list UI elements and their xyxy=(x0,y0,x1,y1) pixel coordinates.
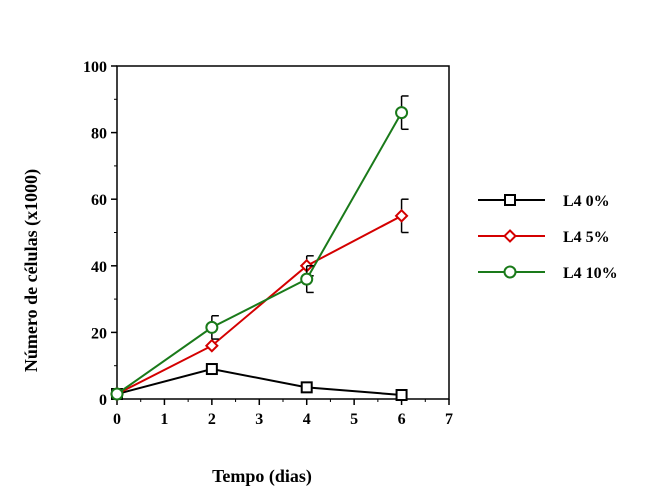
data-point xyxy=(205,363,218,376)
x-axis-title: Tempo (dias) xyxy=(212,466,312,487)
series-layer xyxy=(110,95,409,402)
data-point xyxy=(300,381,313,394)
legend: L4 0% L4 5% L4 10% xyxy=(478,193,618,282)
plot-area: 0 1 2 3 4 5 6 7 0 20 40 60 80 100 xyxy=(83,59,453,428)
legend-marker xyxy=(503,265,517,279)
y-tick-label: 0 xyxy=(99,392,107,409)
x-tick-label: 7 xyxy=(445,411,453,428)
series-0 xyxy=(111,363,408,402)
x-tick-label: 4 xyxy=(303,411,311,428)
data-point xyxy=(394,208,409,223)
legend-marker xyxy=(504,194,516,206)
x-tick-label: 0 xyxy=(113,411,121,428)
y-tick-label: 60 xyxy=(91,192,107,209)
legend-item: L4 0% xyxy=(478,193,610,210)
x-tick-label: 5 xyxy=(350,411,358,428)
series-2 xyxy=(110,95,409,401)
data-point xyxy=(300,272,314,286)
data-point xyxy=(204,338,219,353)
legend-marker xyxy=(503,229,517,243)
x-tick-label: 3 xyxy=(255,411,263,428)
data-point xyxy=(205,320,219,334)
x-tick-label: 6 xyxy=(398,411,406,428)
y-tick-label: 80 xyxy=(91,126,107,143)
data-point xyxy=(110,387,124,401)
legend-label: L4 5% xyxy=(563,229,610,246)
y-tick-label: 20 xyxy=(91,325,107,342)
y-tick-label: 40 xyxy=(91,259,107,276)
series-1 xyxy=(110,198,409,401)
legend-item: L4 10% xyxy=(478,265,618,282)
data-point xyxy=(395,106,409,120)
y-axis: 0 20 40 60 80 100 xyxy=(83,59,117,409)
x-axis: 0 1 2 3 4 5 6 7 xyxy=(113,399,453,428)
x-tick-label: 2 xyxy=(208,411,216,428)
series-line xyxy=(116,214,403,395)
data-point xyxy=(395,389,408,402)
legend-item: L4 5% xyxy=(478,229,610,246)
x-tick-label: 1 xyxy=(160,411,168,428)
legend-label: L4 10% xyxy=(563,265,618,282)
y-axis-title: Número de células (x1000) xyxy=(21,169,42,372)
y-tick-label: 100 xyxy=(83,59,107,76)
legend-label: L4 0% xyxy=(563,193,610,210)
series-line xyxy=(116,112,403,395)
series-line xyxy=(116,368,402,397)
